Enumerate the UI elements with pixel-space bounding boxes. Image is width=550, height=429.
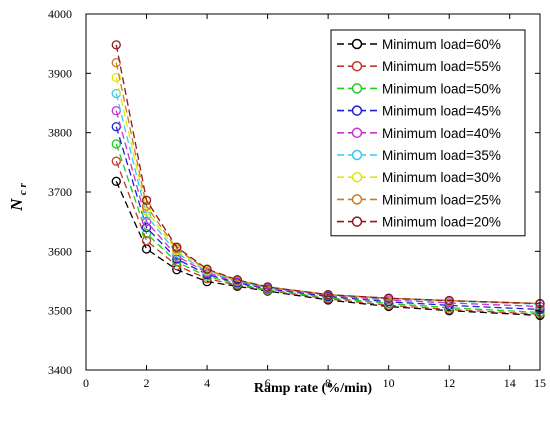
data-point	[384, 293, 394, 303]
series-layer	[111, 40, 545, 321]
legend-item-4: Minimum load=45%	[337, 104, 501, 119]
y-axis-label-sub: c r	[17, 182, 29, 195]
series-line	[115, 160, 541, 315]
data-point	[111, 176, 121, 186]
x-tick-label: 12	[443, 376, 455, 390]
x-tick-label: 6	[265, 376, 271, 390]
data-point	[111, 40, 121, 50]
x-tick-label: 4	[204, 376, 210, 390]
legend-item-6: Minimum load=35%	[337, 148, 501, 163]
y-tick-label: 3400	[48, 363, 72, 377]
legend-label: Minimum load=30%	[382, 170, 501, 185]
legend: Minimum load=60% Minimum load=55% Minimum …	[330, 29, 526, 237]
legend-marker	[351, 194, 363, 205]
axes-layer: 0 2 4 6 8 10 12 14 15 3400 3500 3600 3700 3800 3900 400…	[48, 7, 546, 390]
data-point	[323, 289, 333, 300]
x-tick-label: 10	[383, 376, 395, 390]
legend-marker	[351, 60, 363, 72]
data-point	[141, 228, 152, 239]
series-line	[115, 126, 541, 311]
y-tick-label: 3900	[48, 66, 72, 80]
legend-item-2: Minimum load=55%	[337, 59, 501, 74]
x-tick-label: 2	[144, 376, 150, 390]
y-tick-label: 3600	[48, 244, 72, 258]
series-9	[111, 40, 545, 309]
legend-label: Minimum load=50%	[382, 81, 501, 96]
legend-marker	[351, 83, 363, 94]
x-tick-label: 0	[83, 376, 89, 390]
x-tick-label: 14	[504, 376, 516, 390]
legend-label: Minimum load=55%	[382, 59, 501, 74]
data-point	[172, 242, 182, 252]
y-tick-label: 3700	[48, 185, 72, 199]
series-line	[115, 44, 541, 305]
y-axis-label-main: N	[7, 198, 26, 212]
data-point	[444, 295, 454, 306]
series-line	[115, 181, 541, 317]
x-axis-label: Ramp rate (%/min)	[254, 381, 373, 396]
y-tick-label: 3800	[48, 126, 72, 140]
legend-label: Minimum load=25%	[382, 192, 501, 207]
legend-item-9: Minimum load=20%	[337, 215, 501, 230]
data-point	[444, 303, 454, 313]
legend-marker	[351, 216, 363, 227]
data-point	[172, 257, 182, 267]
data-point	[202, 264, 212, 274]
x-tick-label: 8	[325, 376, 331, 390]
legend-marker	[351, 171, 363, 183]
legend-item-7: Minimum load=30%	[337, 170, 501, 185]
data-point	[111, 156, 121, 166]
legend-marker	[351, 127, 363, 139]
data-point	[111, 139, 121, 149]
legend-label: Minimum load=35%	[382, 148, 501, 163]
data-point	[202, 276, 212, 287]
y-tick-label: 3500	[48, 304, 72, 318]
legend-label: Minimum load=40%	[382, 126, 501, 141]
legend-marker	[351, 38, 363, 50]
data-point	[141, 222, 152, 233]
legend-marker	[351, 105, 363, 116]
data-point	[111, 58, 121, 68]
data-point	[262, 282, 273, 292]
data-point	[111, 72, 121, 83]
legend-label: Minimum load=20%	[382, 215, 501, 230]
data-point	[141, 195, 152, 205]
data-point	[141, 236, 152, 246]
legend-label: Minimum load=45%	[382, 104, 501, 119]
legend-marker	[351, 149, 363, 161]
y-axis-label: N c r	[7, 182, 29, 211]
y-tick-label: 4000	[48, 7, 72, 21]
legend-label: Minimum load=60%	[382, 37, 501, 52]
legend-item-3: Minimum load=50%	[337, 81, 501, 96]
legend-item-1: Minimum load=60%	[337, 37, 501, 52]
series-line	[115, 143, 541, 314]
data-point	[232, 275, 242, 285]
legend-item-8: Minimum load=25%	[337, 192, 501, 207]
legend-item-5: Minimum load=40%	[337, 126, 501, 141]
x-tick-label: 15	[534, 376, 546, 390]
